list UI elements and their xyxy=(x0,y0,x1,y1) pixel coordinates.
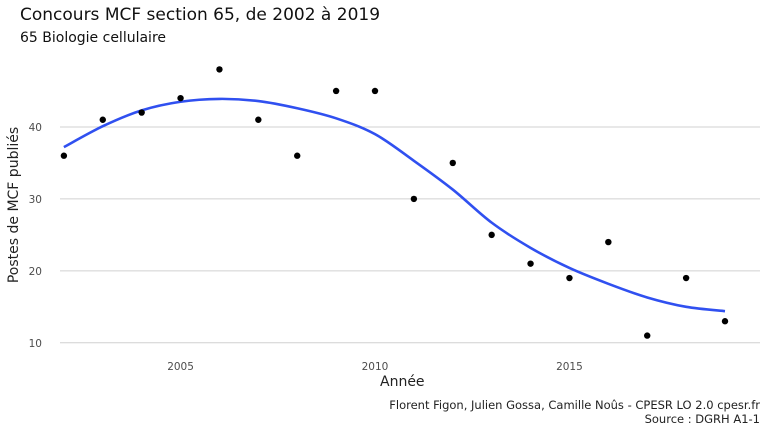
data-point xyxy=(449,159,456,167)
data-point xyxy=(371,87,379,95)
x-tick-label: 2005 xyxy=(167,361,194,373)
data-point xyxy=(60,152,68,159)
data-point xyxy=(566,274,573,282)
data-point xyxy=(682,274,690,282)
data-point xyxy=(216,66,223,73)
chart-title: Concours MCF section 65, de 2002 à 2019 xyxy=(20,5,381,25)
x-tick-label: 2015 xyxy=(556,361,583,373)
data-point xyxy=(644,332,651,339)
smooth-trend-line xyxy=(63,97,726,313)
data-point xyxy=(255,116,262,123)
y-tick-label: 10 xyxy=(29,338,42,350)
data-point xyxy=(138,109,145,116)
data-point xyxy=(99,116,106,123)
caption-source: Source : DGRH A1-1 xyxy=(644,412,760,426)
data-point xyxy=(294,152,301,159)
y-tick-label: 30 xyxy=(29,194,42,206)
data-point xyxy=(410,195,418,203)
caption-authors: Florent Figon, Julien Gossa, Camille Noû… xyxy=(389,398,760,412)
chart-subtitle: 65 Biologie cellulaire xyxy=(20,30,167,46)
data-point xyxy=(488,231,495,239)
y-tick-label: 40 xyxy=(29,122,42,134)
data-point xyxy=(527,260,534,267)
y-axis-title: Postes de MCF publiés xyxy=(6,126,22,284)
y-tick-label: 20 xyxy=(29,266,42,278)
data-point xyxy=(605,238,612,246)
x-axis-title: Année xyxy=(380,374,425,390)
data-point xyxy=(721,318,729,325)
data-point xyxy=(332,87,340,95)
data-point xyxy=(177,94,184,102)
x-tick-label: 2010 xyxy=(362,361,389,373)
